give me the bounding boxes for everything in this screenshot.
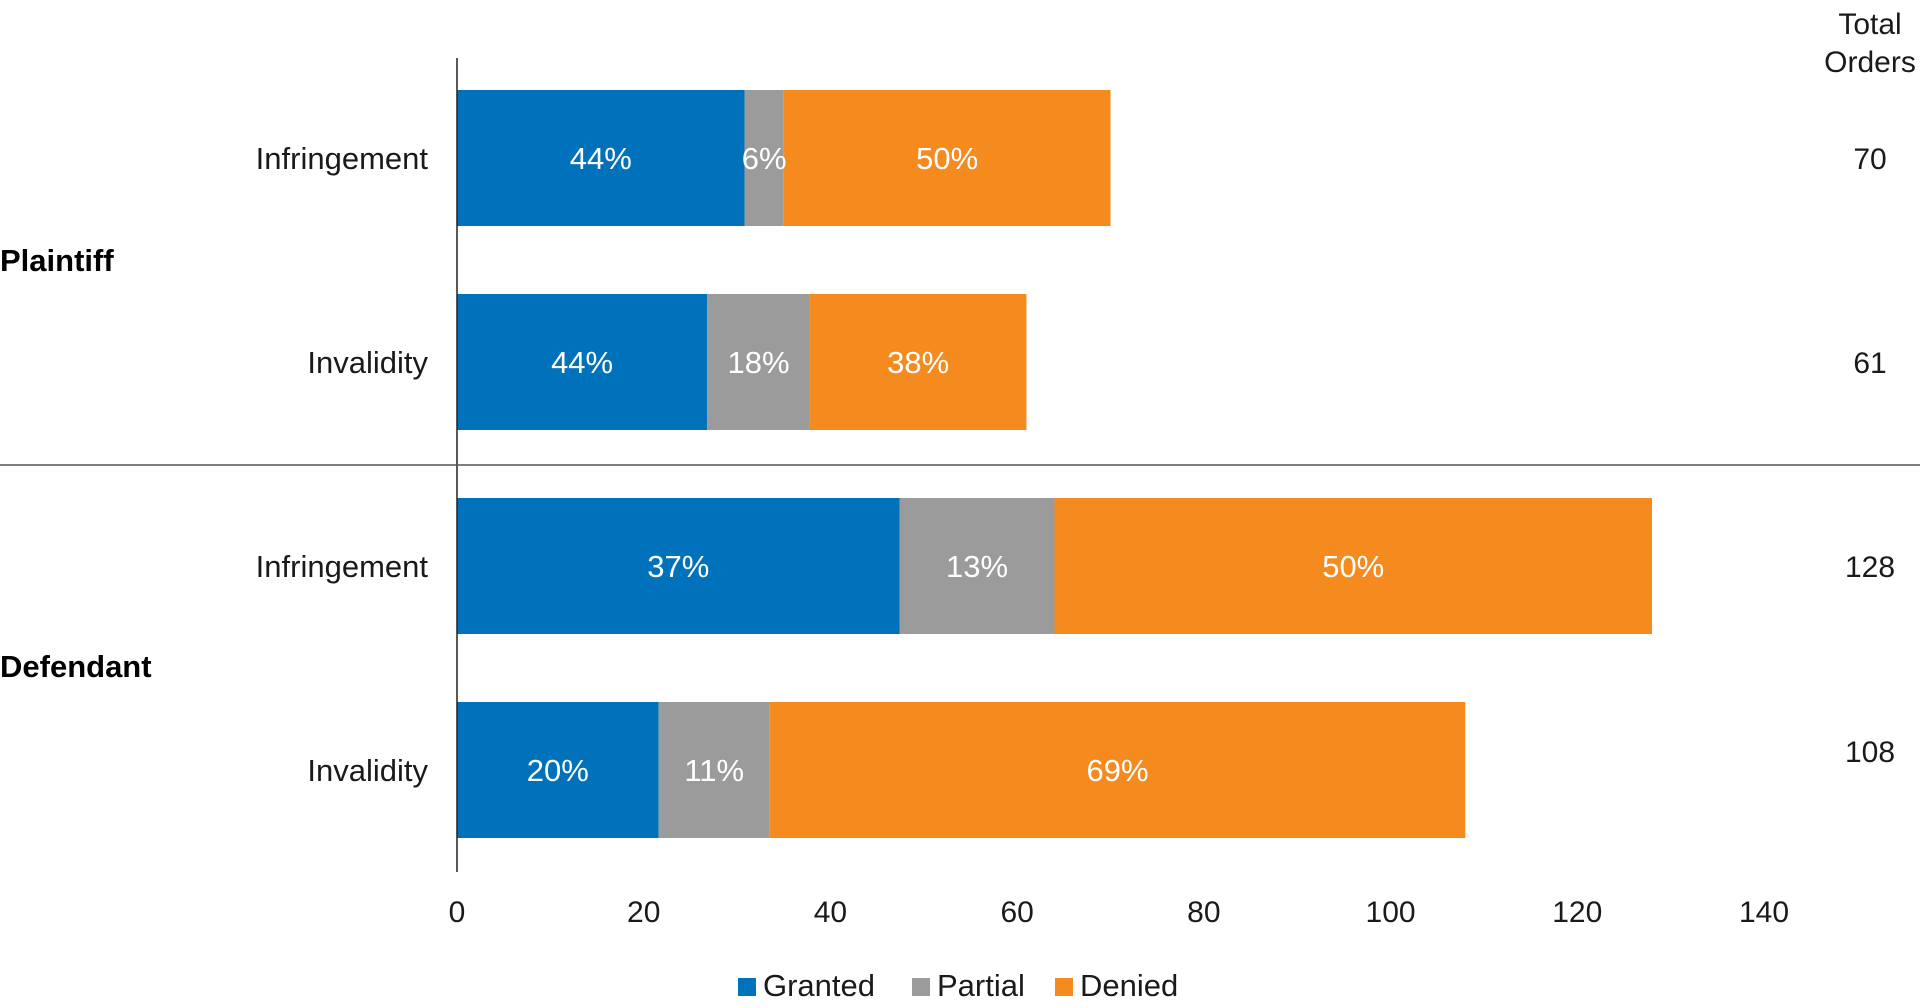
data-label: 44% — [551, 345, 613, 380]
group-label: Defendant — [0, 649, 152, 684]
x-tick-label: 60 — [1000, 896, 1033, 929]
legend-item-partial[interactable]: Partial — [912, 968, 1025, 1003]
data-label: 50% — [1322, 549, 1384, 584]
total-orders-value: 61 — [1853, 347, 1886, 380]
x-tick-label: 0 — [449, 896, 466, 929]
legend-label: Partial — [937, 968, 1025, 1003]
total-orders-value: 128 — [1845, 551, 1895, 584]
data-label: 37% — [647, 549, 709, 584]
data-label: 38% — [887, 345, 949, 380]
legend-swatch — [912, 978, 930, 996]
x-tick-label: 140 — [1739, 896, 1789, 929]
x-tick-label: 120 — [1552, 896, 1602, 929]
legend-item-granted[interactable]: Granted — [738, 968, 875, 1003]
x-tick-label: 100 — [1366, 896, 1416, 929]
total-orders-header: Total — [1838, 8, 1901, 41]
data-label: 69% — [1086, 753, 1148, 788]
legend-swatch — [738, 978, 756, 996]
legend[interactable]: Granted Partial Denied — [738, 968, 1178, 1003]
data-label: 13% — [946, 549, 1008, 584]
data-label: 11% — [684, 753, 744, 788]
category-label: Invalidity — [307, 345, 428, 380]
legend-swatch — [1055, 978, 1073, 996]
total-orders-value: 70 — [1853, 143, 1886, 176]
legend-item-denied[interactable]: Denied — [1055, 968, 1178, 1003]
x-tick-label: 80 — [1187, 896, 1220, 929]
data-label: 6% — [742, 141, 787, 176]
category-label: Invalidity — [307, 753, 428, 788]
legend-label: Granted — [763, 968, 875, 1003]
category-label: Infringement — [256, 141, 429, 176]
legend-label: Denied — [1080, 968, 1178, 1003]
data-label: 44% — [570, 141, 632, 176]
x-tick-label: 40 — [814, 896, 847, 929]
total-orders-value: 108 — [1845, 736, 1895, 769]
x-tick-label: 20 — [627, 896, 660, 929]
data-label: 18% — [728, 345, 790, 380]
total-orders-header: Orders — [1824, 46, 1916, 79]
bars-layer — [457, 90, 1652, 838]
data-label: 50% — [916, 141, 978, 176]
data-label: 20% — [527, 753, 589, 788]
category-label: Infringement — [256, 549, 429, 584]
group-label: Plaintiff — [0, 243, 114, 278]
